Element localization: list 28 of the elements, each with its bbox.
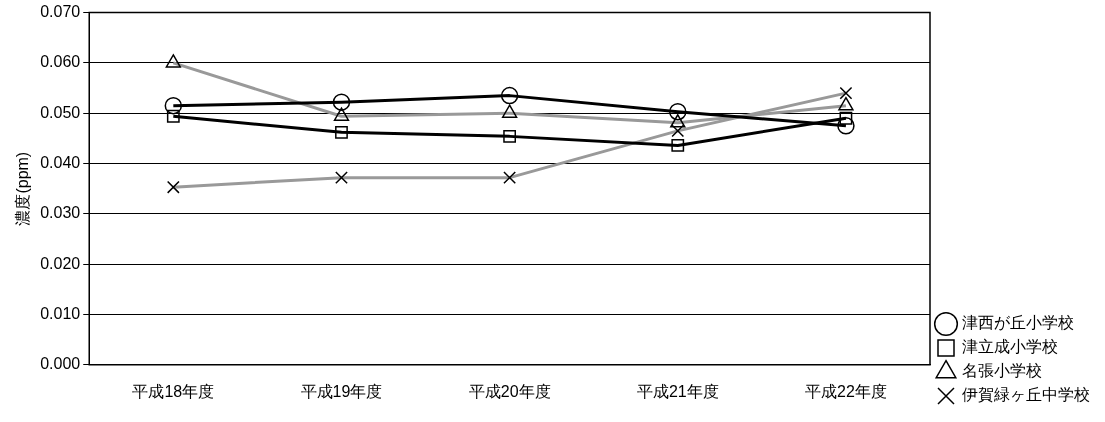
y-tick-label: 0.070 xyxy=(40,3,81,21)
point xyxy=(671,139,685,152)
x-tick-label: 平成19年度 xyxy=(300,382,383,400)
legend-label: 伊賀緑ヶ丘中学校 xyxy=(962,386,1090,404)
legend-label: 津立成小学校 xyxy=(962,338,1058,356)
x-tick-label: 平成21年度 xyxy=(636,382,719,400)
y-tick-label: 0.030 xyxy=(40,204,81,222)
y-tick-label: 0.040 xyxy=(40,153,81,171)
x-tick-label: 平成20年度 xyxy=(468,382,551,400)
y-tick-label: 0.060 xyxy=(40,53,81,71)
legend-label: 名張小学校 xyxy=(962,362,1042,380)
point xyxy=(503,129,517,143)
y-axis-title: 濃度(ppm) xyxy=(14,151,32,226)
point xyxy=(335,125,348,139)
x-tick-label: 平成22年度 xyxy=(805,382,887,400)
x-tick-label: 平成18年度 xyxy=(132,382,215,400)
legend-label: 津西が丘小学校 xyxy=(962,314,1074,332)
point xyxy=(669,102,687,121)
point xyxy=(332,93,351,111)
point xyxy=(837,117,855,135)
point xyxy=(839,111,853,125)
point xyxy=(166,109,180,123)
y-tick-label: 0.020 xyxy=(40,254,81,272)
y-tick-label: 0.010 xyxy=(40,304,81,322)
y-tick-label: 0.000 xyxy=(40,355,81,373)
y-tick-label: 0.050 xyxy=(40,103,81,121)
point xyxy=(500,86,519,105)
point xyxy=(164,96,183,115)
